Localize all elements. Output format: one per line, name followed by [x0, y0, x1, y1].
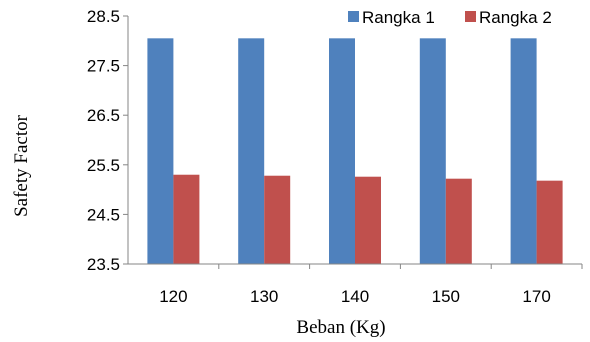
- y-tick-label: 28.5: [87, 7, 120, 26]
- legend-label-rangka-1: Rangka 1: [362, 8, 435, 27]
- y-tick-label: 24.5: [87, 205, 120, 224]
- legend: Rangka 1 Rangka 2: [348, 8, 552, 27]
- x-tick-label: 170: [522, 287, 550, 306]
- y-tick-labels: 23.5 24.5 25.5 26.5 27.5 28.5: [87, 7, 128, 274]
- bar-rangka-2-170: [536, 180, 563, 264]
- x-tick-label: 150: [432, 287, 460, 306]
- x-tick-labels: 120 130 140 150 170: [159, 264, 583, 306]
- bars-group: [147, 38, 563, 264]
- y-tick-label: 23.5: [87, 255, 120, 274]
- bar-rangka-1-130: [238, 38, 265, 264]
- x-axis-title: Beban (Kg): [296, 317, 385, 338]
- y-tick-label: 25.5: [87, 156, 120, 175]
- bar-rangka-1-140: [329, 38, 355, 264]
- y-axis-title: Safety Factor: [11, 114, 32, 217]
- bar-rangka-2-150: [445, 178, 472, 264]
- bar-rangka-2-130: [264, 175, 291, 264]
- bar-rangka-1-120: [147, 38, 174, 264]
- x-tick-label: 130: [250, 287, 278, 306]
- bar-rangka-2-140: [355, 176, 381, 264]
- x-tick-label: 140: [341, 287, 369, 306]
- bar-rangka-1-170: [510, 38, 537, 264]
- bar-rangka-1-150: [419, 38, 446, 264]
- legend-swatch-rangka-2: [465, 11, 476, 22]
- y-tick-label: 27.5: [87, 57, 120, 76]
- y-tick-label: 26.5: [87, 106, 120, 125]
- x-tick-label: 120: [159, 287, 187, 306]
- legend-label-rangka-2: Rangka 2: [479, 8, 552, 27]
- bar-rangka-2-120: [173, 174, 200, 264]
- legend-swatch-rangka-1: [348, 11, 359, 22]
